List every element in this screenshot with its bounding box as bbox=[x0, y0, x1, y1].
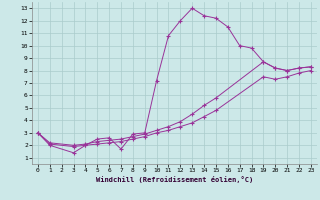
X-axis label: Windchill (Refroidissement éolien,°C): Windchill (Refroidissement éolien,°C) bbox=[96, 176, 253, 183]
